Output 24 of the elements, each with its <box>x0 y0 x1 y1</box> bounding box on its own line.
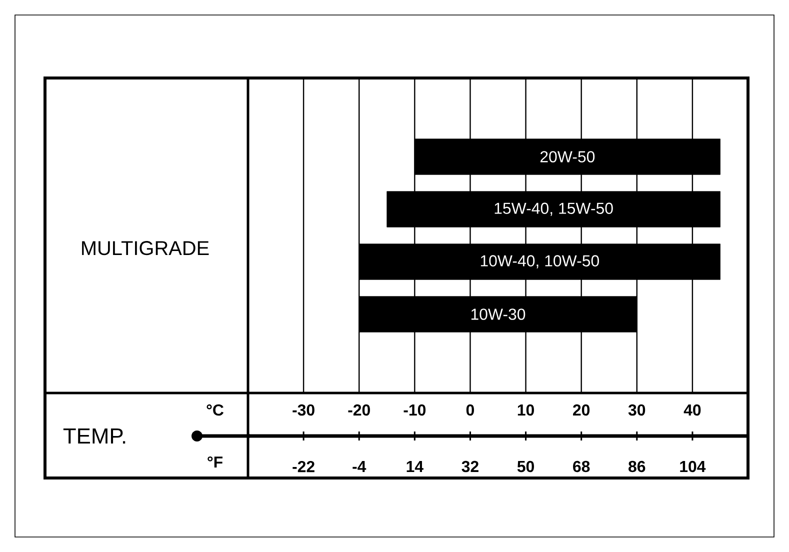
x2-tick-label: 32 <box>462 460 478 472</box>
x-tick-label: -10 <box>404 404 426 416</box>
y-tick-label: 10W-40, 10W-50 <box>480 255 599 268</box>
x2-tick-label: 14 <box>406 461 424 472</box>
x2-tick-label: 50 <box>517 460 534 472</box>
x-tick-label: -20 <box>348 404 370 416</box>
x2-axis-title: °F <box>208 456 222 468</box>
x-tick-label: 10 <box>518 404 534 416</box>
x-tick-label: -30 <box>292 404 314 416</box>
x2-tick-label: 104 <box>680 460 706 472</box>
y-tick-label: 20W-50 <box>540 151 595 162</box>
x2-tick-label: -4 <box>352 461 366 472</box>
x2-tick-label: 68 <box>573 460 590 472</box>
x2-tick-label: -22 <box>292 460 314 472</box>
y-axis-title: MULTIGRADE <box>82 241 209 256</box>
x-tick-label: 0 <box>466 404 474 416</box>
x2-tick-label: 86 <box>628 460 646 472</box>
y-tick-label: 10W-30 <box>471 308 526 320</box>
x-tick-label: 20 <box>573 404 590 416</box>
x-tick-label: 30 <box>628 404 646 416</box>
x-tick-label: 40 <box>684 404 701 416</box>
text: TEMP. <box>63 428 126 444</box>
y-tick-label: 15W-40, 15W-50 <box>494 202 613 216</box>
x-axis-title: °C <box>206 404 224 416</box>
